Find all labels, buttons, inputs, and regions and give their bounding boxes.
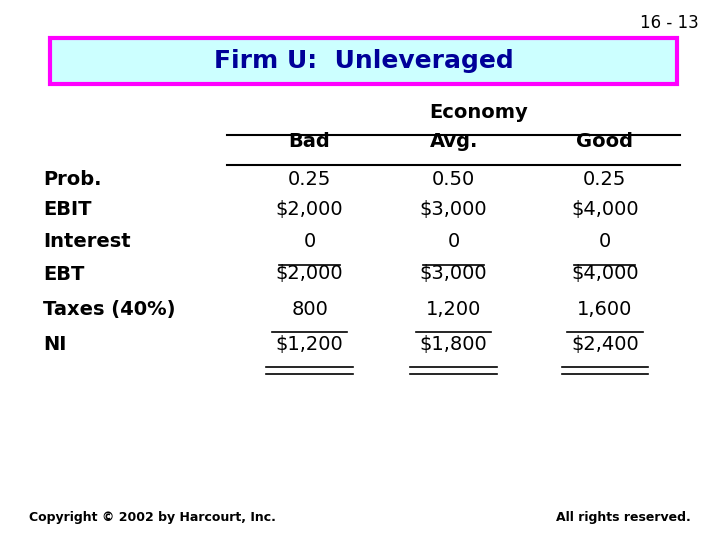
Text: 0.25: 0.25 xyxy=(288,170,331,189)
Text: 1,200: 1,200 xyxy=(426,300,481,319)
Text: All rights reserved.: All rights reserved. xyxy=(557,511,691,524)
Text: Copyright © 2002 by Harcourt, Inc.: Copyright © 2002 by Harcourt, Inc. xyxy=(29,511,276,524)
Text: Bad: Bad xyxy=(289,132,330,151)
Text: $2,400: $2,400 xyxy=(571,335,639,354)
Text: $3,000: $3,000 xyxy=(420,265,487,284)
FancyBboxPatch shape xyxy=(50,38,677,84)
Text: $4,000: $4,000 xyxy=(571,200,639,219)
Text: 0: 0 xyxy=(303,232,316,251)
Text: $2,000: $2,000 xyxy=(276,200,343,219)
Text: Prob.: Prob. xyxy=(43,170,102,189)
Text: EBIT: EBIT xyxy=(43,200,91,219)
Text: $4,000: $4,000 xyxy=(571,265,639,284)
Text: Taxes (40%): Taxes (40%) xyxy=(43,300,176,319)
Text: Avg.: Avg. xyxy=(429,132,478,151)
Text: 0.25: 0.25 xyxy=(583,170,626,189)
Text: 16 - 13: 16 - 13 xyxy=(639,14,698,31)
Text: Interest: Interest xyxy=(43,232,131,251)
Text: $1,200: $1,200 xyxy=(276,335,343,354)
Text: 0: 0 xyxy=(447,232,460,251)
Text: 0: 0 xyxy=(598,232,611,251)
Text: $3,000: $3,000 xyxy=(420,200,487,219)
Text: NI: NI xyxy=(43,335,66,354)
Text: 1,600: 1,600 xyxy=(577,300,632,319)
Text: Firm U:  Unleveraged: Firm U: Unleveraged xyxy=(214,49,513,73)
Text: EBT: EBT xyxy=(43,265,84,284)
Text: 800: 800 xyxy=(291,300,328,319)
Text: $1,800: $1,800 xyxy=(420,335,487,354)
Text: Economy: Economy xyxy=(429,103,528,122)
Text: 0.50: 0.50 xyxy=(432,170,475,189)
Text: Good: Good xyxy=(576,132,634,151)
Text: $2,000: $2,000 xyxy=(276,265,343,284)
